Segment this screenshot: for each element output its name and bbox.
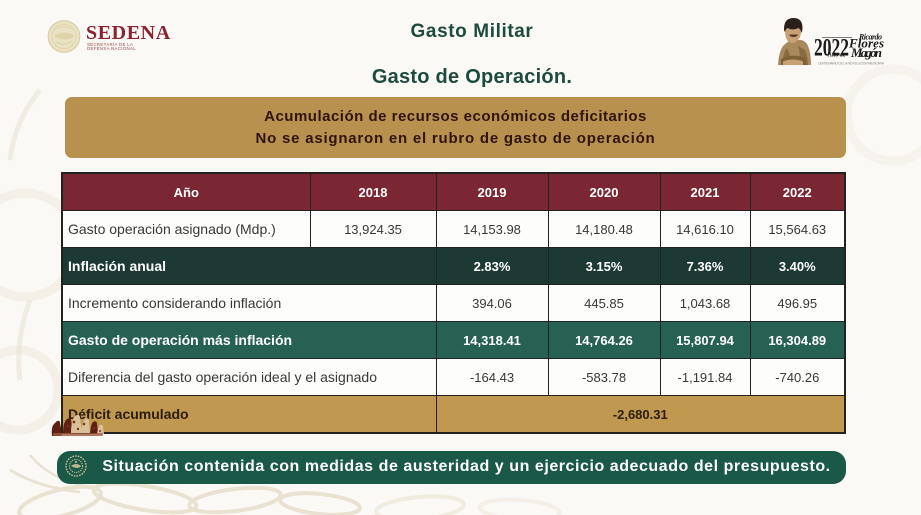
svg-text:CENTENARIO DE LA REVOLUCION ME: CENTENARIO DE LA REVOLUCION MEXICANA (818, 62, 885, 66)
svg-text:Año de: Año de (827, 53, 846, 59)
svg-text:2022: 2022 (814, 35, 849, 62)
svg-text:Magón: Magón (850, 45, 882, 60)
svg-text:Flores: Flores (848, 36, 884, 51)
svg-text:Ricardo: Ricardo (858, 33, 882, 42)
